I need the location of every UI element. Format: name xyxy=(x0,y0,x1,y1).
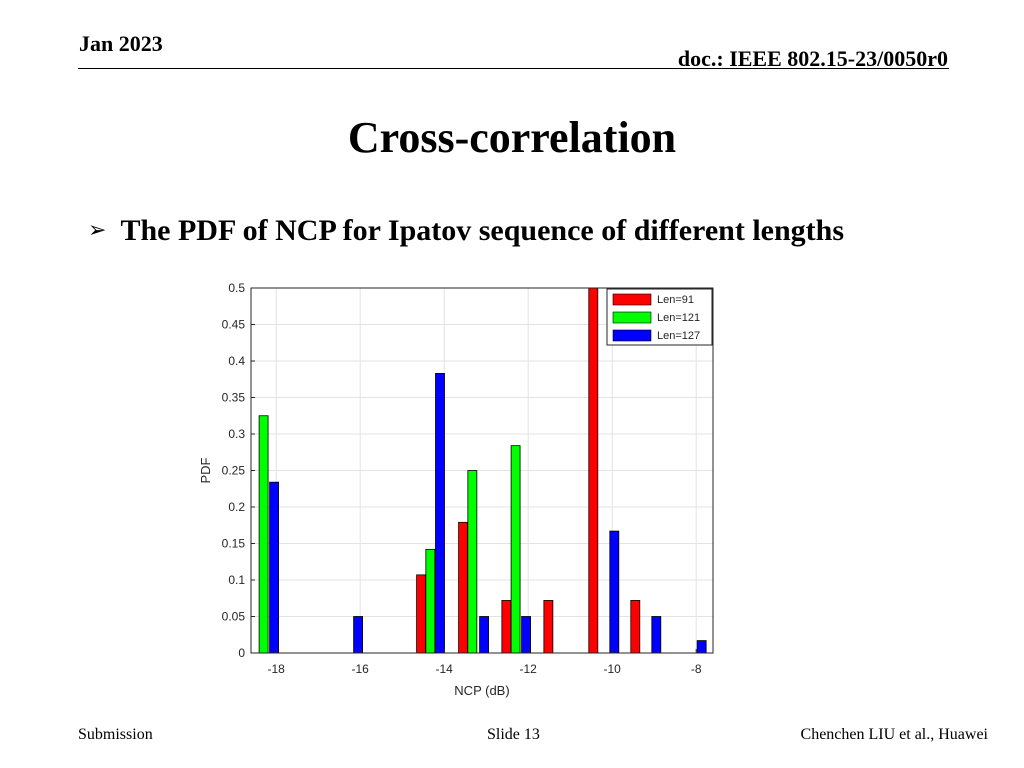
bar xyxy=(416,574,427,654)
y-tick-label: 0.15 xyxy=(222,537,246,551)
x-tick-label: -16 xyxy=(352,662,370,676)
legend-swatch xyxy=(612,293,652,306)
x-tick-label: -18 xyxy=(268,662,286,676)
bar xyxy=(425,548,436,654)
x-tick-label: -14 xyxy=(436,662,454,676)
legend-swatch xyxy=(612,329,652,342)
bullet-item: ➢ The PDF of NCP for Ipatov sequence of d… xyxy=(88,214,844,248)
bar xyxy=(501,600,512,654)
legend-swatch xyxy=(612,311,652,324)
y-tick-label: 0.1 xyxy=(228,573,245,587)
legend-label: Len=121 xyxy=(657,312,700,324)
bar xyxy=(651,616,662,654)
legend-label: Len=127 xyxy=(657,330,700,342)
header-date: Jan 2023 xyxy=(79,31,163,56)
footer-submission: Submission xyxy=(78,726,153,743)
y-axis-label: PDF xyxy=(198,457,213,483)
y-tick-label: 0.05 xyxy=(222,610,246,624)
y-tick-label: 0 xyxy=(238,646,245,660)
bar xyxy=(543,600,554,654)
arrow-bullet-icon: ➢ xyxy=(88,218,107,243)
y-tick-label: 0.35 xyxy=(222,391,246,405)
y-tick-label: 0.45 xyxy=(222,318,246,332)
bar xyxy=(588,287,599,654)
bar xyxy=(458,521,469,654)
ncp-pdf-bar-chart: -18 -16 -14 -12 -10 -8 0 0.05 0.1 0.15 0.2 0.25 0.3 0… xyxy=(198,281,714,698)
bullet-text: The PDF of NCP for Ipatov sequence of di… xyxy=(120,214,844,247)
legend-label: Len=91 xyxy=(657,294,694,306)
header-divider xyxy=(78,68,949,69)
bar xyxy=(510,445,521,654)
footer-authors: Chenchen LIU et al., Huawei xyxy=(800,726,988,743)
y-tick-label: 0.3 xyxy=(228,427,245,441)
y-tick-label: 0.5 xyxy=(228,281,245,295)
header-doc-id: doc.: IEEE 802.15-23/0050r0 xyxy=(677,46,948,71)
x-tick-label: -12 xyxy=(520,662,538,676)
bar xyxy=(696,640,707,654)
bar xyxy=(479,616,490,654)
slide-title: Cross-correlation xyxy=(347,113,677,162)
bar xyxy=(258,415,269,654)
bar xyxy=(467,470,478,654)
y-tick-label: 0.2 xyxy=(228,500,245,514)
y-tick-label: 0.25 xyxy=(222,464,246,478)
x-axis-label: NCP (dB) xyxy=(454,683,509,698)
y-tick-label: 0.4 xyxy=(228,354,245,368)
bar xyxy=(630,600,641,654)
bar xyxy=(269,481,279,654)
x-tick-label: -8 xyxy=(691,662,702,676)
bar xyxy=(521,616,532,654)
x-tick-label: -10 xyxy=(604,662,622,676)
bar xyxy=(435,373,445,654)
bar xyxy=(609,530,620,654)
footer-slide-number: Slide 13 xyxy=(487,726,540,743)
bar xyxy=(353,616,364,654)
